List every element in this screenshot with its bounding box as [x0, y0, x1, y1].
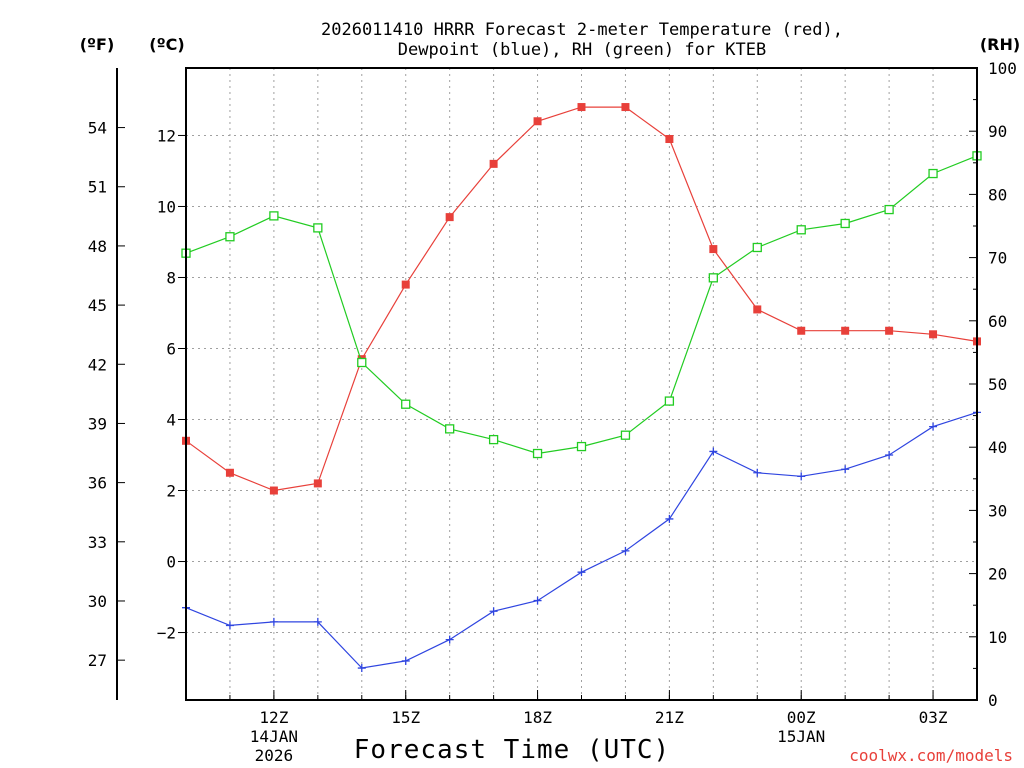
rh-point — [664, 396, 675, 406]
rh-point — [796, 225, 806, 235]
rh-point — [884, 204, 894, 215]
temperature-point — [313, 479, 322, 488]
dewpoint-point — [489, 607, 498, 616]
rh-tick-label: 0 — [988, 691, 998, 710]
temperature-point — [885, 326, 894, 335]
dewpoint-point — [665, 514, 674, 523]
rh-point — [488, 434, 499, 445]
x-tick-label: 18Z — [523, 708, 552, 727]
x-tick-label: 00Z — [787, 708, 816, 727]
plot-frame — [185, 67, 978, 701]
temperature-point — [269, 486, 278, 495]
rh-point — [620, 430, 631, 440]
rh-point — [576, 441, 587, 452]
fahrenheit-tick-label: 30 — [88, 592, 107, 611]
rh-tick-label: 80 — [988, 185, 1007, 204]
rh-point — [357, 357, 367, 368]
celsius-tick-label: 2 — [166, 482, 176, 501]
dewpoint-point — [533, 596, 542, 605]
fahrenheit-tick-label: 39 — [88, 414, 107, 433]
rh-tick-label: 40 — [988, 438, 1007, 457]
fahrenheit-tick-label: 48 — [88, 237, 107, 256]
x-tick-label: 03Z — [919, 708, 948, 727]
credit-text: coolwx.com/models — [849, 746, 1013, 765]
rh-tick-label: 20 — [988, 565, 1007, 584]
rh-tick-label: 60 — [988, 312, 1007, 331]
grid-lines — [186, 68, 977, 700]
temperature-point — [489, 159, 498, 168]
celsius-tick-label: 6 — [166, 339, 176, 358]
chart-title-line1: 2026011410 HRRR Forecast 2-meter Tempera… — [321, 20, 843, 40]
dewpoint-point — [401, 656, 410, 665]
rh-point — [313, 223, 323, 233]
dewpoint-point — [445, 635, 454, 644]
x-tick-label: 12Z — [259, 708, 288, 727]
x-tick-year-label: 2026 — [255, 746, 294, 765]
fahrenheit-axis-unit: (ºF) — [80, 35, 115, 54]
x-axis-title: Forecast Time (UTC) — [354, 735, 670, 765]
rh-tick-label: 90 — [988, 122, 1007, 141]
rh-point — [840, 218, 850, 229]
celsius-tick-label: 12 — [157, 126, 176, 145]
dewpoint-point — [621, 546, 630, 555]
temperature-point — [445, 213, 454, 222]
temperature-point — [225, 468, 234, 477]
celsius-axis-unit: (ºC) — [149, 35, 184, 54]
x-tick-label: 15Z — [391, 708, 420, 727]
celsius-tick-label: 0 — [166, 553, 176, 572]
celsius-tick-label: 4 — [166, 411, 176, 430]
fahrenheit-tick-label: 27 — [88, 651, 107, 670]
x-tick-date-label: 15JAN — [777, 727, 825, 746]
dewpoint-point — [269, 617, 278, 626]
temperature-point — [929, 330, 938, 339]
dewpoint-point — [577, 568, 586, 577]
rh-tick-label: 30 — [988, 501, 1007, 520]
x-tick-label: 21Z — [655, 708, 684, 727]
fahrenheit-tick-label: 42 — [88, 355, 107, 374]
rh-point — [532, 448, 543, 459]
celsius-tick-label: 8 — [166, 268, 176, 287]
chart-title-line2: Dewpoint (blue), RH (green) for KTEB — [398, 40, 766, 60]
temperature-point — [401, 280, 410, 289]
rh-tick-label: 50 — [988, 375, 1007, 394]
rh-point — [401, 399, 411, 409]
fahrenheit-tick-label: 54 — [88, 119, 107, 138]
temperature-point — [533, 117, 542, 126]
temperature-point — [709, 245, 718, 254]
rh-point — [928, 168, 938, 179]
dewpoint-point — [929, 422, 938, 431]
rh-point — [445, 424, 455, 434]
temperature-point — [753, 305, 762, 314]
dewpoint-point — [797, 472, 806, 481]
fahrenheit-tick-label: 33 — [88, 533, 107, 552]
dewpoint-point — [357, 664, 366, 673]
fahrenheit-tick-label: 45 — [88, 296, 107, 315]
celsius-tick-label: 10 — [157, 197, 176, 216]
rh-tick-label: 10 — [988, 628, 1007, 647]
rh-point — [269, 211, 279, 221]
dewpoint-point — [709, 447, 718, 456]
dewpoint-point — [225, 621, 234, 630]
dewpoint-point — [313, 617, 322, 626]
dewpoint-point — [885, 451, 894, 460]
rh-point — [708, 273, 718, 283]
temperature-point — [665, 135, 674, 144]
rh-tick-label: 70 — [988, 249, 1007, 268]
rh-tick-label: 100 — [988, 59, 1017, 78]
fahrenheit-tick-label: 51 — [88, 178, 107, 197]
x-tick-date-label: 14JAN — [250, 727, 298, 746]
rh-point — [752, 242, 762, 253]
axis-ticks: −2 0 2 4 6 8 10 12 27 30 33 36 39 42 45 48 51 54 0 10 20 30 40… — [88, 59, 1017, 765]
temperature-point — [577, 103, 586, 112]
celsius-tick-label: −2 — [157, 624, 176, 643]
dewpoint-point — [841, 465, 850, 474]
rh-point — [225, 232, 235, 242]
rh-axis-unit: (RH) — [980, 35, 1020, 54]
temperature-point — [841, 326, 850, 335]
dewpoint-point — [753, 468, 762, 477]
temperature-point — [797, 326, 806, 335]
temperature-point — [621, 103, 630, 112]
fahrenheit-tick-label: 36 — [88, 474, 107, 493]
